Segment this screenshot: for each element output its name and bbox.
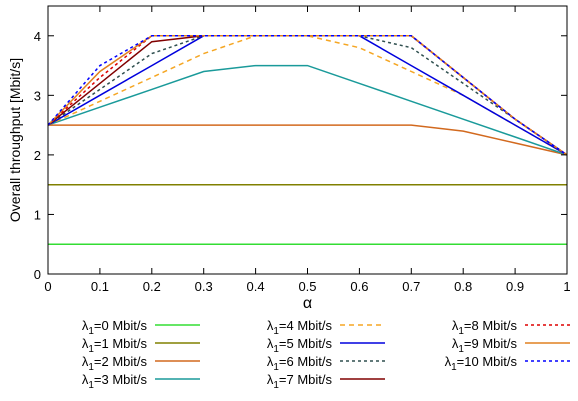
y-tick-label: 4: [34, 29, 41, 44]
series-line-2: [48, 125, 567, 155]
legend-label-5: λ1=5 Mbit/s: [267, 336, 333, 355]
legend-label-8: λ1=8 Mbit/s: [452, 318, 518, 337]
legend: λ1=0 Mbit/sλ1=1 Mbit/sλ1=2 Mbit/sλ1=3 Mb…: [82, 318, 570, 391]
x-axis-label: α: [303, 295, 312, 312]
y-tick-label: 3: [34, 88, 41, 103]
legend-label-1: λ1=1 Mbit/s: [82, 336, 148, 355]
y-tick-label: 2: [34, 148, 41, 163]
legend-label-4: λ1=4 Mbit/s: [267, 318, 333, 337]
legend-label-3: λ1=3 Mbit/s: [82, 372, 148, 391]
y-axis-label: Overall throughput [Mbit/s]: [7, 58, 23, 222]
y-tick-label: 1: [34, 207, 41, 222]
legend-label-2: λ1=2 Mbit/s: [82, 354, 148, 373]
legend-label-6: λ1=6 Mbit/s: [267, 354, 333, 373]
x-tick-label: 0.8: [454, 279, 472, 294]
legend-label-10: λ1=10 Mbit/s: [445, 354, 518, 373]
y-tick-label: 0: [34, 267, 41, 282]
x-tick-label: 0.7: [402, 279, 420, 294]
x-tick-label: 0.5: [298, 279, 316, 294]
plot-frame: [48, 6, 567, 274]
x-tick-label: 1: [563, 279, 570, 294]
x-tick-label: 0: [44, 279, 51, 294]
x-tick-label: 0.2: [143, 279, 161, 294]
x-tick-label: 0.1: [91, 279, 109, 294]
legend-label-7: λ1=7 Mbit/s: [267, 372, 333, 391]
x-tick-label: 0.6: [350, 279, 368, 294]
x-tick-label: 0.4: [247, 279, 265, 294]
x-tick-label: 0.3: [195, 279, 213, 294]
legend-label-0: λ1=0 Mbit/s: [82, 318, 148, 337]
legend-label-9: λ1=9 Mbit/s: [452, 336, 518, 355]
axis-layer: 0 0.1 0.2 0.3 0.4 0.5 0.6 0.7 0.8 0.9 1 0 1 2 3 4: [34, 6, 571, 294]
series-layer: [48, 36, 567, 244]
x-tick-label: 0.9: [506, 279, 524, 294]
